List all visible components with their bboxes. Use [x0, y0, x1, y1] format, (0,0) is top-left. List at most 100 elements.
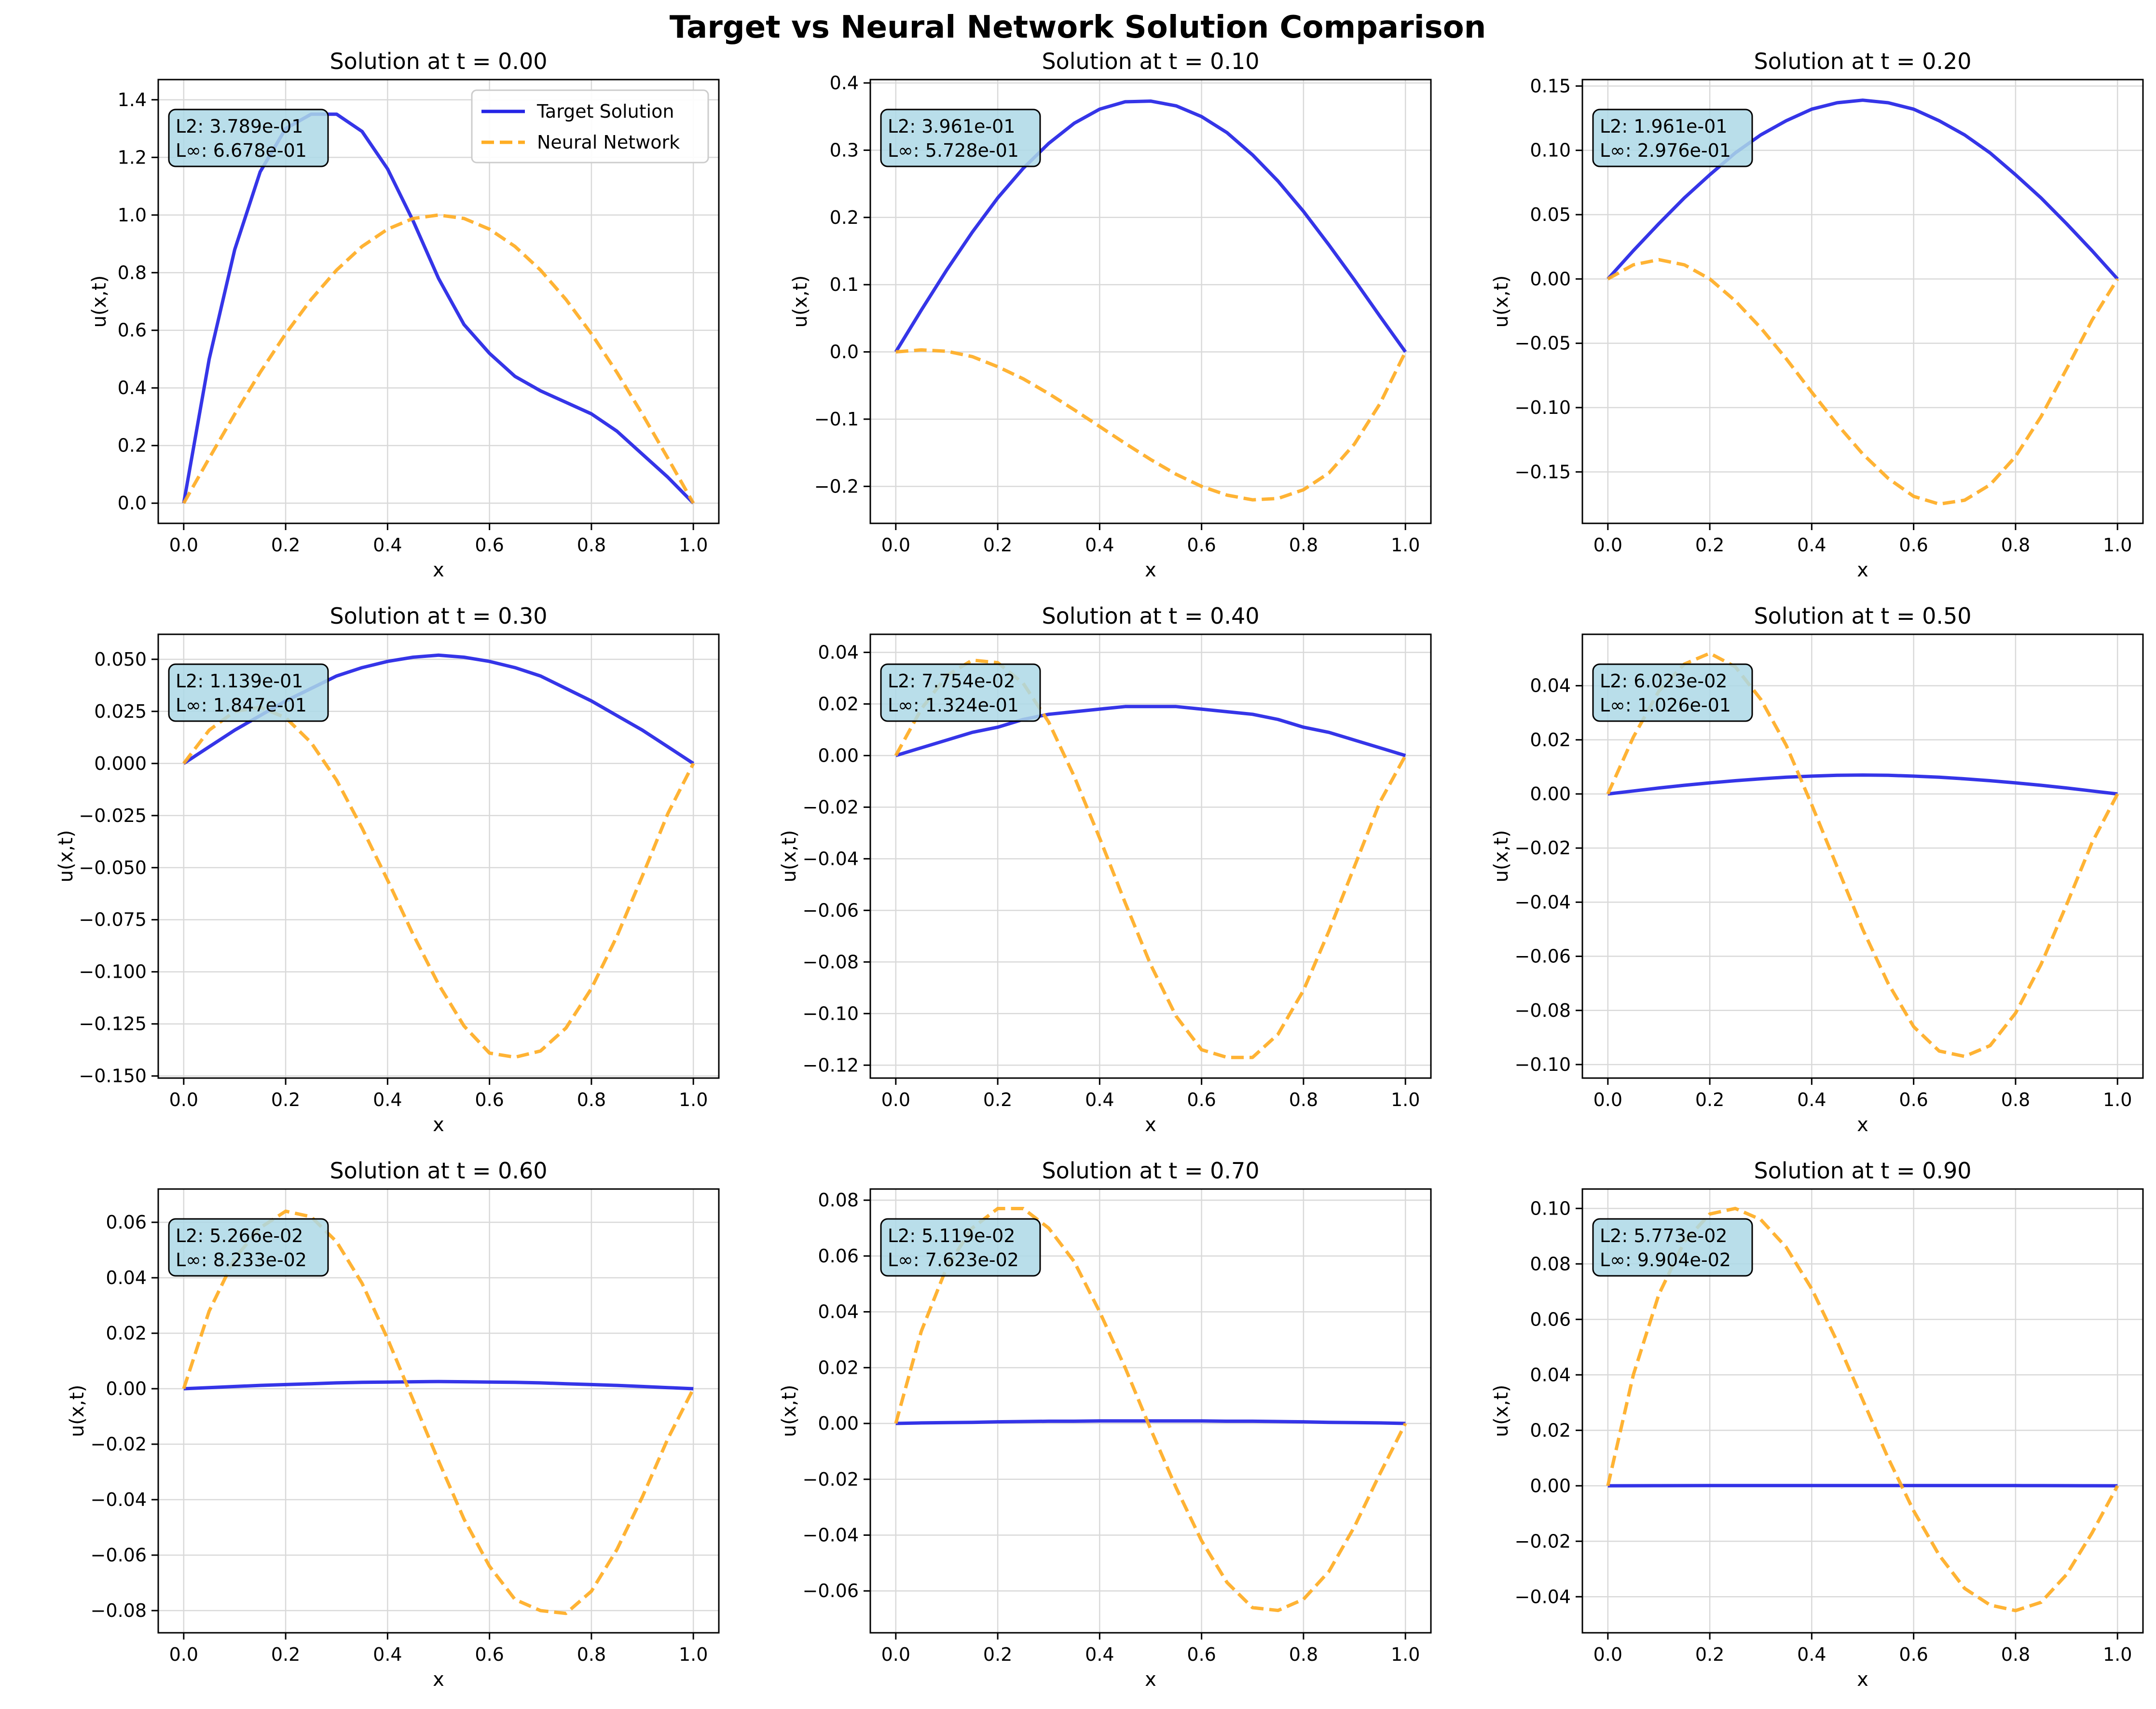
- y-tick-label: 1.0: [118, 205, 147, 226]
- y-tick-label: 0.08: [818, 1189, 859, 1211]
- legend-box: [471, 89, 709, 164]
- x-tick-label: 0.8: [1289, 534, 1318, 556]
- error-annotation-box: [880, 1218, 1041, 1277]
- x-tick-label: 0.2: [1695, 1089, 1724, 1110]
- linf-error-label: L∞: 5.728e-01: [888, 140, 1019, 161]
- y-tick-label: −0.08: [91, 1600, 147, 1621]
- error-annotation-box: [1592, 109, 1753, 167]
- x-tick-label: 0.0: [881, 1644, 910, 1665]
- subplot-2: 0.0 0.2 0.4 0.6 0.8 1.0 −0.2 −0.1 0.0 0.1 0.2 0.3 0.…: [789, 48, 1432, 581]
- l2-error-label: L2: 7.754e-02: [888, 670, 1015, 692]
- y-tick-label: 0.8: [118, 262, 147, 283]
- x-tick-label: 1.0: [679, 534, 708, 556]
- y-tick-label: 0.06: [818, 1245, 859, 1267]
- plot-area: [1607, 98, 2119, 506]
- axes-frame: [869, 1188, 1432, 1634]
- x-tick-label: 0.0: [1593, 1644, 1622, 1665]
- linf-error-label: L∞: 1.847e-01: [176, 695, 307, 716]
- error-annotation-box: [168, 663, 329, 722]
- series-line-target-solution: [1607, 98, 2119, 280]
- y-tick-label: 0.6: [118, 320, 147, 341]
- y-tick-label: 0.04: [818, 1301, 859, 1323]
- linf-error-label: L∞: 9.904e-02: [1600, 1249, 1731, 1271]
- x-tick-label: 0.6: [1899, 1089, 1928, 1110]
- x-tick-label: 1.0: [2103, 1089, 2132, 1110]
- x-axis-label: x: [433, 559, 444, 581]
- y-tick-label: 0.1: [830, 274, 859, 295]
- y-tick-label: −0.1: [814, 409, 859, 430]
- x-tick-label: 0.6: [1187, 534, 1216, 556]
- y-tick-label: 0.00: [1530, 1475, 1571, 1496]
- x-tick-label: 0.4: [1797, 1089, 1826, 1110]
- x-tick-label: 0.6: [475, 1089, 504, 1110]
- x-axis-label: x: [433, 1668, 444, 1691]
- linf-error-label: L∞: 8.233e-02: [176, 1249, 307, 1271]
- error-annotation-box: [168, 1218, 329, 1277]
- x-tick-label: 1.0: [2103, 534, 2132, 556]
- x-tick-label: 0.0: [881, 534, 910, 556]
- y-tick-label: 0.04: [1530, 675, 1571, 697]
- x-tick-label: 0.2: [983, 1644, 1012, 1665]
- error-annotation-box: [880, 663, 1041, 722]
- subplot-title: Solution at t = 0.60: [330, 1158, 547, 1184]
- x-axis-label: x: [433, 1114, 444, 1136]
- subplot-5: 0.0 0.2 0.4 0.6 0.8 1.0 −0.12 −0.10 −0.08 −0.06 −0…: [778, 603, 1432, 1136]
- y-tick-label: −0.04: [1515, 891, 1571, 913]
- plot-area: [1606, 1206, 2119, 1613]
- error-annotation-box: [880, 109, 1041, 167]
- legend-entry: Neural Network: [537, 132, 680, 153]
- linf-error-label: L∞: 7.623e-02: [888, 1249, 1019, 1271]
- l2-error-label: L2: 5.266e-02: [176, 1225, 303, 1246]
- y-tick-label: 0.00: [1530, 783, 1571, 805]
- error-annotation-box: [1592, 1218, 1753, 1277]
- x-tick-label: 0.8: [577, 534, 606, 556]
- x-tick-label: 0.4: [1797, 1644, 1826, 1665]
- y-tick-label: −0.075: [79, 909, 147, 930]
- axes-frame: [869, 79, 1432, 524]
- subplot-1: 0.0 0.2 0.4 0.6 0.8 1.0 0.0 0.2 0.4 0.6 0.8 1.0 1.2 1…: [88, 48, 720, 581]
- x-tick-label: 0.0: [1593, 534, 1622, 556]
- x-tick-label: 0.2: [983, 534, 1012, 556]
- y-tick-label: −0.04: [1515, 1586, 1571, 1607]
- y-tick-label: 0.2: [118, 435, 147, 456]
- y-tick-label: −0.12: [803, 1054, 859, 1076]
- x-tick-label: 0.8: [2001, 1089, 2030, 1110]
- x-tick-label: 0.2: [983, 1089, 1012, 1110]
- y-tick-label: 0.15: [1530, 75, 1571, 96]
- series-line-target-solution: [895, 705, 1406, 757]
- x-tick-label: 0.6: [1187, 1644, 1216, 1665]
- y-axis-label: u(x,t): [789, 275, 811, 328]
- y-tick-label: −0.04: [803, 848, 859, 869]
- y-tick-label: 1.2: [118, 147, 147, 168]
- plot-area: [894, 658, 1407, 1059]
- y-tick-label: −0.10: [1515, 1054, 1571, 1075]
- subplot-6: 0.0 0.2 0.4 0.6 0.8 1.0 −0.10 −0.08 −0.06 −0.04 −0…: [1490, 603, 2144, 1136]
- y-tick-label: 0.02: [818, 1357, 859, 1378]
- y-tick-label: 0.05: [1530, 204, 1571, 225]
- y-tick-label: 0.3: [830, 139, 859, 161]
- x-tick-label: 0.8: [1289, 1089, 1318, 1110]
- y-axis-label: u(x,t): [778, 830, 800, 883]
- error-annotation-box: [1592, 663, 1753, 722]
- subplot-title: Solution at t = 0.00: [330, 48, 547, 74]
- l2-error-label: L2: 6.023e-02: [1600, 670, 1727, 692]
- y-tick-label: 0.00: [106, 1378, 147, 1399]
- x-tick-label: 0.4: [1085, 1644, 1114, 1665]
- x-tick-label: 0.4: [1085, 1089, 1114, 1110]
- y-tick-label: −0.15: [1515, 461, 1571, 482]
- x-tick-label: 1.0: [679, 1089, 708, 1110]
- subplot-8: 0.0 0.2 0.4 0.6 0.8 1.0 −0.06 −0.04 −0.02 0.00 0.0…: [778, 1158, 1432, 1691]
- x-tick-label: 0.4: [373, 534, 402, 556]
- y-tick-label: 0.2: [830, 207, 859, 228]
- x-tick-label: 0.2: [271, 1089, 300, 1110]
- y-tick-label: 0.02: [1530, 729, 1571, 751]
- x-tick-label: 0.8: [1289, 1644, 1318, 1665]
- y-tick-label: 0.025: [94, 701, 147, 722]
- y-tick-label: 0.4: [118, 377, 147, 398]
- x-tick-label: 0.0: [169, 534, 198, 556]
- y-tick-label: 0.000: [94, 753, 147, 774]
- series-line-neural-network: [1607, 258, 2119, 506]
- series-line-neural-network: [894, 658, 1407, 1059]
- y-tick-label: 0.10: [1530, 1198, 1571, 1219]
- y-axis-label: u(x,t): [88, 275, 110, 328]
